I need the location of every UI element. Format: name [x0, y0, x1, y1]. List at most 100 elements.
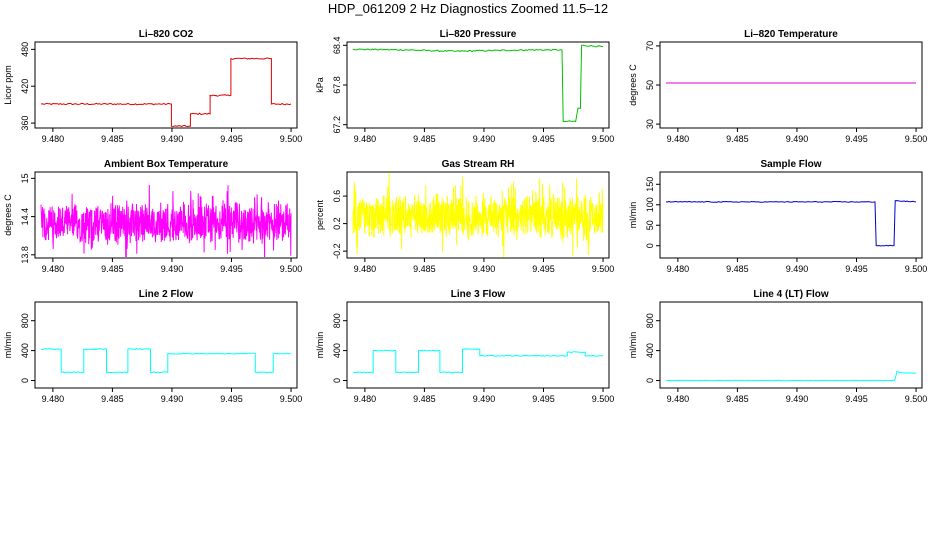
y-tick-label: 30	[645, 119, 655, 129]
series-line	[40, 348, 292, 374]
panel-9: Line 4 (LT) Flow 9.480 9.485 9.490 9.495 9.50…	[628, 289, 927, 404]
plot-frame	[346, 301, 610, 389]
x-tick-label: 9.480	[42, 264, 65, 274]
x-tick-label: 9.490	[161, 134, 184, 144]
x-tick-label: 9.495	[845, 264, 868, 274]
y-tick-label: 0.2	[332, 217, 342, 230]
panel-1: Li–820 CO2 9.480 9.485 9.490 9.495 9.500 360 42…	[3, 29, 302, 144]
panel-title: Line 2 Flow	[139, 289, 194, 300]
y-axis-label: degrees C	[3, 194, 13, 236]
x-tick-label: 9.495	[532, 264, 555, 274]
x-tick-label: 9.490	[473, 264, 496, 274]
y-tick-label: 67.2	[332, 116, 342, 134]
series-line	[40, 57, 292, 127]
series-line	[665, 200, 917, 247]
y-axis-label: degrees C	[628, 64, 638, 106]
y-tick-label: 800	[645, 313, 655, 328]
x-tick-label: 9.480	[667, 264, 690, 274]
x-tick-label: 9.500	[280, 134, 303, 144]
panel-title: Ambient Box Temperature	[104, 159, 229, 170]
panel-title: Li–820 Temperature	[744, 29, 838, 40]
y-tick-label: 67.8	[332, 76, 342, 94]
series-line	[352, 173, 604, 257]
y-tick-label: 150	[645, 177, 655, 192]
y-tick-label: 68.4	[332, 37, 342, 55]
y-tick-label: 70	[645, 41, 655, 51]
figure-title: HDP_061209 2 Hz Diagnostics Zoomed 11.5–…	[327, 1, 609, 16]
y-tick-label: 400	[645, 343, 655, 358]
y-tick-label: 100	[645, 197, 655, 212]
y-tick-label: 800	[332, 313, 342, 328]
x-tick-label: 9.495	[845, 394, 868, 404]
x-tick-label: 9.495	[845, 134, 868, 144]
panel-8: Line 3 Flow 9.480 9.485 9.490 9.495 9.500 0 400…	[315, 289, 614, 404]
plot-frame	[659, 171, 923, 259]
x-tick-label: 9.480	[354, 264, 377, 274]
y-axis-label: kPa	[315, 77, 325, 93]
y-tick-label: 0.6	[332, 190, 342, 203]
y-tick-label: -0.2	[332, 243, 342, 259]
x-tick-label: 9.485	[726, 394, 749, 404]
x-tick-label: 9.490	[473, 394, 496, 404]
plot-frame	[34, 41, 298, 129]
x-tick-label: 9.495	[220, 264, 243, 274]
y-tick-label: 0	[645, 378, 655, 383]
x-tick-label: 9.500	[905, 394, 928, 404]
y-tick-label: 0	[20, 378, 30, 383]
plot-frame	[34, 171, 298, 259]
x-tick-label: 9.490	[786, 264, 809, 274]
x-tick-label: 9.485	[413, 134, 436, 144]
panel-title: Gas Stream RH	[442, 159, 515, 170]
x-tick-label: 9.485	[413, 264, 436, 274]
y-axis-label: ml/min	[628, 332, 638, 359]
plot-frame	[346, 41, 610, 129]
y-tick-label: 800	[20, 313, 30, 328]
x-tick-label: 9.500	[280, 394, 303, 404]
x-tick-label: 9.485	[726, 134, 749, 144]
panel-title: Line 4 (LT) Flow	[753, 289, 829, 300]
x-tick-label: 9.485	[101, 264, 124, 274]
x-tick-label: 9.480	[354, 394, 377, 404]
y-tick-label: 0	[332, 378, 342, 383]
panel-7: Line 2 Flow 9.480 9.485 9.490 9.495 9.500 0 400…	[3, 289, 302, 404]
plot-frame	[34, 301, 298, 389]
y-tick-label: 400	[20, 343, 30, 358]
plot-frame	[659, 301, 923, 389]
plot-frame	[346, 171, 610, 259]
panel-5: Gas Stream RH 9.480 9.485 9.490 9.495 9.500 -0…	[315, 159, 614, 274]
x-tick-label: 9.480	[667, 134, 690, 144]
panel-title: Line 3 Flow	[451, 289, 506, 300]
x-tick-label: 9.480	[667, 394, 690, 404]
x-tick-label: 9.500	[905, 134, 928, 144]
series-line	[352, 348, 604, 374]
series-line	[352, 44, 604, 123]
x-tick-label: 9.490	[786, 394, 809, 404]
y-tick-label: 480	[20, 42, 30, 57]
y-tick-label: 0	[645, 243, 655, 248]
x-tick-label: 9.500	[592, 264, 615, 274]
x-tick-label: 9.485	[726, 264, 749, 274]
panel-6: Sample Flow 9.480 9.485 9.490 9.495 9.500 0 50 1…	[628, 159, 927, 274]
y-tick-label: 360	[20, 116, 30, 131]
y-tick-label: 15	[20, 173, 30, 183]
panel-3: Li–820 Temperature 9.480 9.485 9.490 9.495 9.…	[628, 29, 927, 144]
panel-title: Li–820 Pressure	[440, 29, 517, 40]
y-axis-label: percent	[315, 199, 325, 230]
series-line	[665, 370, 917, 382]
x-tick-label: 9.500	[592, 134, 615, 144]
x-tick-label: 9.485	[101, 394, 124, 404]
x-tick-label: 9.480	[42, 134, 65, 144]
x-tick-label: 9.485	[413, 394, 436, 404]
y-tick-label: 50	[645, 220, 655, 230]
x-tick-label: 9.490	[161, 264, 184, 274]
x-tick-label: 9.480	[42, 394, 65, 404]
plot-frame	[659, 41, 923, 129]
y-tick-label: 14.4	[20, 208, 30, 226]
series-line	[40, 184, 292, 257]
x-tick-label: 9.485	[101, 134, 124, 144]
x-tick-label: 9.490	[786, 134, 809, 144]
panel-title: Sample Flow	[760, 159, 821, 170]
x-tick-label: 9.490	[161, 394, 184, 404]
